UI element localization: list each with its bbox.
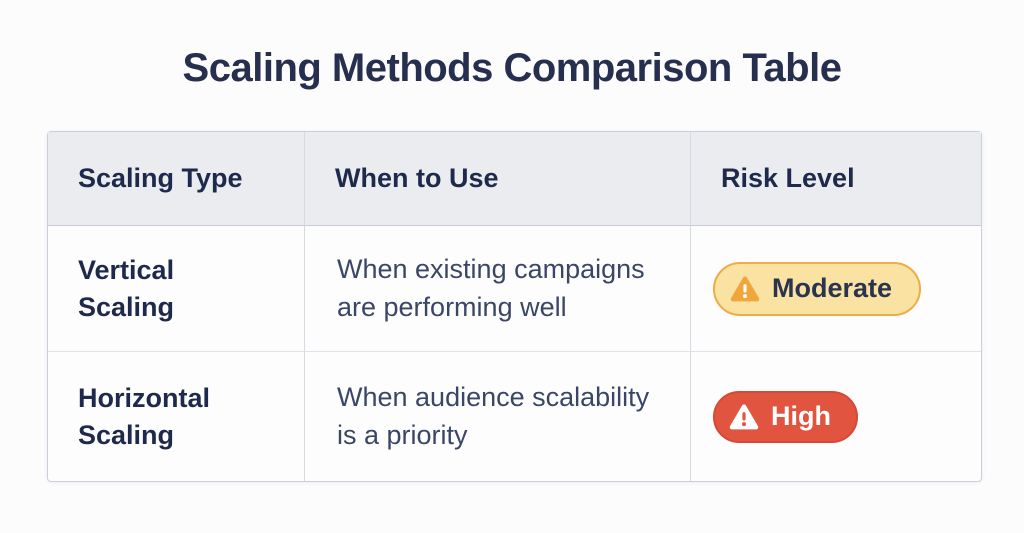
when-to-use-cell: When audience scalability is a priority — [305, 352, 691, 481]
header-cell-when-to-use: When to Use — [305, 132, 691, 226]
risk-badge-label: Moderate — [772, 273, 893, 303]
risk-level-cell: Moderate — [691, 226, 981, 352]
header-cell-risk-level: Risk Level — [691, 132, 981, 226]
header-cell-scaling-type: Scaling Type — [48, 132, 305, 226]
scaling-type-cell: Vertical Scaling — [48, 226, 305, 352]
warning-triangle-icon — [729, 402, 759, 432]
when-to-use-cell: When existing campaigns are performing w… — [305, 226, 691, 352]
risk-level-cell: High — [691, 352, 981, 481]
risk-badge-high: High — [713, 390, 858, 443]
risk-badge-label: High — [771, 401, 831, 431]
scaling-type-cell: Horizontal Scaling — [48, 352, 305, 481]
page-title: Scaling Methods Comparison Table — [182, 46, 842, 90]
warning-triangle-icon — [730, 274, 760, 304]
risk-badge-moderate: Moderate — [713, 261, 922, 316]
comparison-table: Scaling Type When to Use Risk Level Vert… — [47, 131, 982, 482]
